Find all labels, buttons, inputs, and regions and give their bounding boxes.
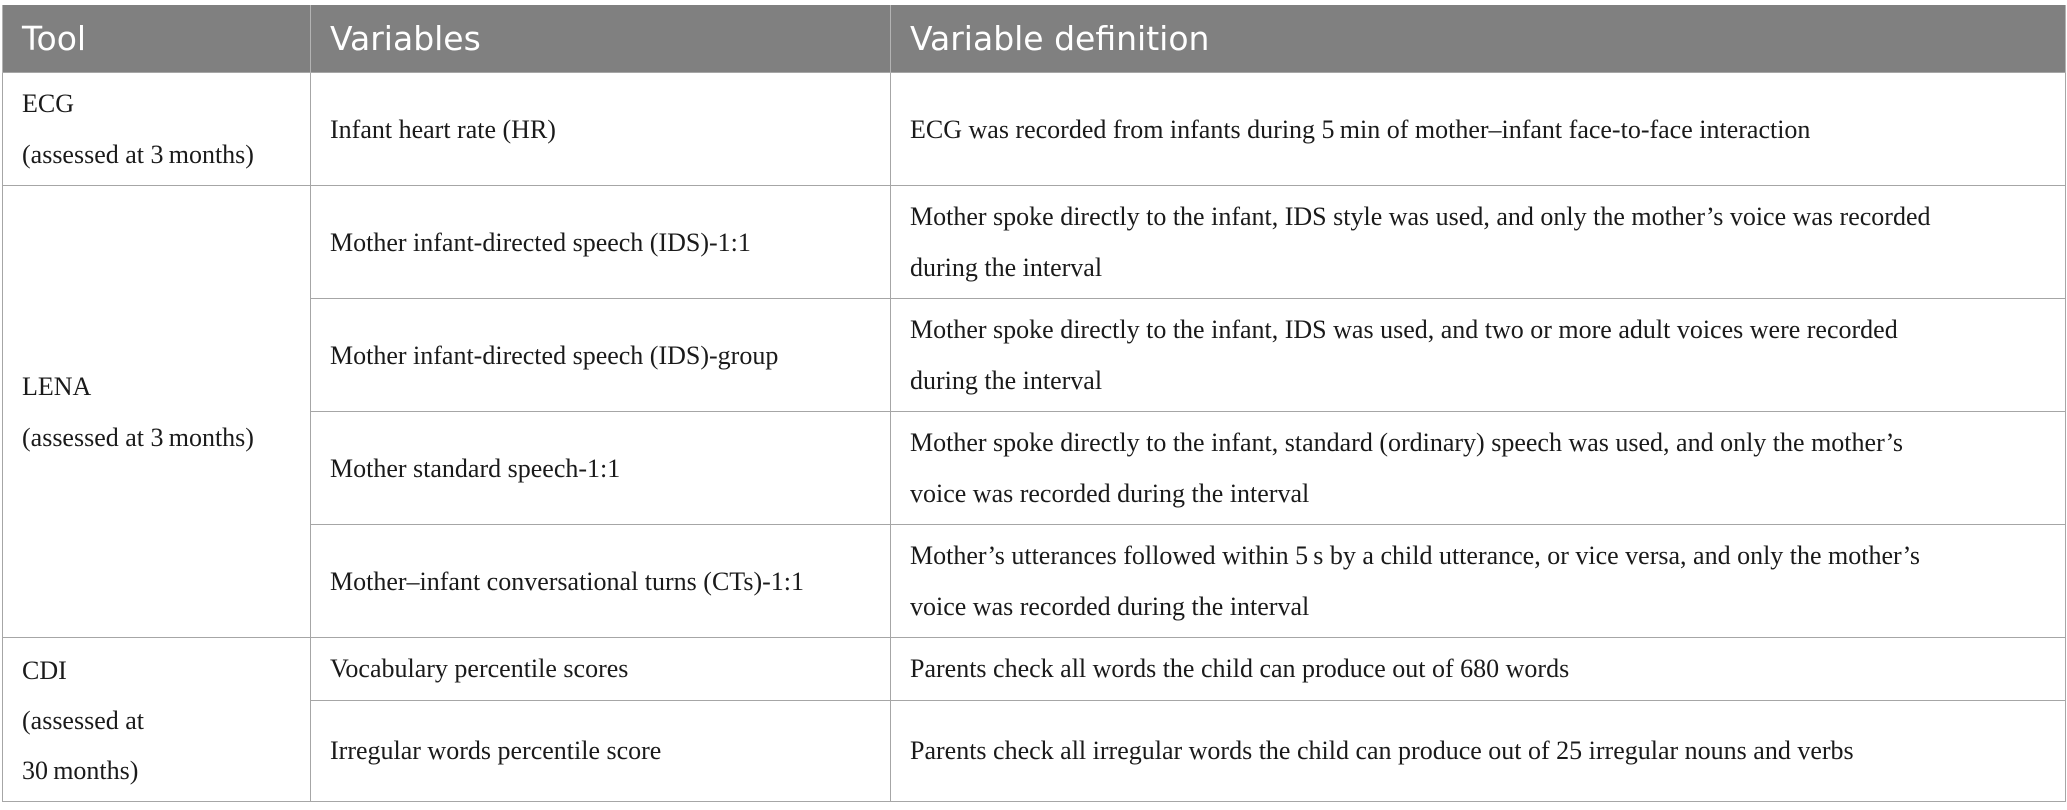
table-row: Mother infant-directed speech (IDS)-grou… [3, 298, 2066, 412]
definition-line: Mother spoke directly to the infant, IDS… [910, 315, 1898, 344]
definition-cell: ECG was recorded from infants during 5 m… [890, 72, 2066, 186]
definition-line: Mother spoke directly to the infant, IDS… [910, 202, 1931, 231]
tool-assessment-time: (assessed at 3 months) [22, 140, 254, 169]
variable-cell: Mother infant-directed speech (IDS)-grou… [310, 298, 891, 412]
header-row: Tool Variables Variable definition [2, 5, 2066, 73]
variable-cell: Irregular words percentile score [310, 699, 891, 803]
tool-assessment-time: 30 months) [22, 756, 139, 785]
table-row: Mother standard speech-1:1 Mother spoke … [3, 411, 2066, 525]
definition-cell: Mother spoke directly to the infant, sta… [890, 411, 2066, 525]
variable-cell: Mother standard speech-1:1 [310, 411, 891, 525]
definition-line: Parents check all words the child can pr… [910, 654, 1570, 684]
tool-cell-lena: LENA (assessed at 3 months) [2, 185, 311, 638]
table-body: ECG (assessed at 3 months) Infant heart … [2, 72, 2066, 803]
table-header: Tool Variables Variable definition [2, 5, 2066, 73]
tool-assessment-time: (assessed at 3 months) [22, 422, 254, 452]
tool-name: CDI [22, 656, 67, 685]
table-row: CDI (assessed at 30 months) Vocabulary p… [2, 637, 2066, 802]
variable-cell: Mother–infant conversational turns (CTs)… [310, 524, 891, 638]
tool-cell-cdi: CDI (assessed at 30 months) [2, 637, 311, 802]
definition-line: ECG was recorded from infants during 5 m… [910, 114, 1811, 144]
definition-line: voice was recorded during the interval [910, 592, 1310, 621]
table-row: Irregular words percentile score Parents… [3, 699, 2066, 803]
definition-line: during the interval [910, 366, 1103, 395]
tool-cell-ecg: ECG (assessed at 3 months) [2, 72, 311, 186]
definition-cell: Parents check all irregular words the ch… [890, 699, 2066, 803]
variables-table: Tool Variables Variable definition ECG (… [2, 5, 2066, 803]
table-row: LENA (assessed at 3 months) Mother infan… [2, 185, 2066, 638]
definition-cell: Mother’s utterances followed within 5 s … [890, 524, 2066, 638]
definition-cell: Parents check all words the child can pr… [890, 637, 2066, 701]
tool-name: LENA [22, 371, 92, 401]
variable-cell: Infant heart rate (HR) [310, 72, 891, 186]
variable-cell: Mother infant-directed speech (IDS)-1:1 [310, 185, 891, 299]
definition-line: during the interval [910, 253, 1103, 282]
header-variables: Variables [310, 5, 891, 73]
definition-line: Mother spoke directly to the infant, sta… [910, 428, 1904, 457]
definition-cell: Mother spoke directly to the infant, IDS… [890, 298, 2066, 412]
tool-assessment-time: (assessed at [22, 706, 145, 735]
header-variable-definition: Variable definition [890, 5, 2066, 73]
header-tool: Tool [2, 5, 311, 73]
definition-cell: Mother spoke directly to the infant, IDS… [890, 185, 2066, 299]
table-row: Mother–infant conversational turns (CTs)… [3, 524, 2066, 638]
definition-line: voice was recorded during the interval [910, 479, 1310, 508]
definition-line: Parents check all irregular words the ch… [910, 736, 1854, 766]
tool-name: ECG [22, 89, 74, 118]
definition-line: Mother’s utterances followed within 5 s … [910, 541, 1921, 570]
variable-cell: Vocabulary percentile scores [310, 637, 891, 701]
table-row: ECG (assessed at 3 months) Infant heart … [2, 72, 2066, 186]
